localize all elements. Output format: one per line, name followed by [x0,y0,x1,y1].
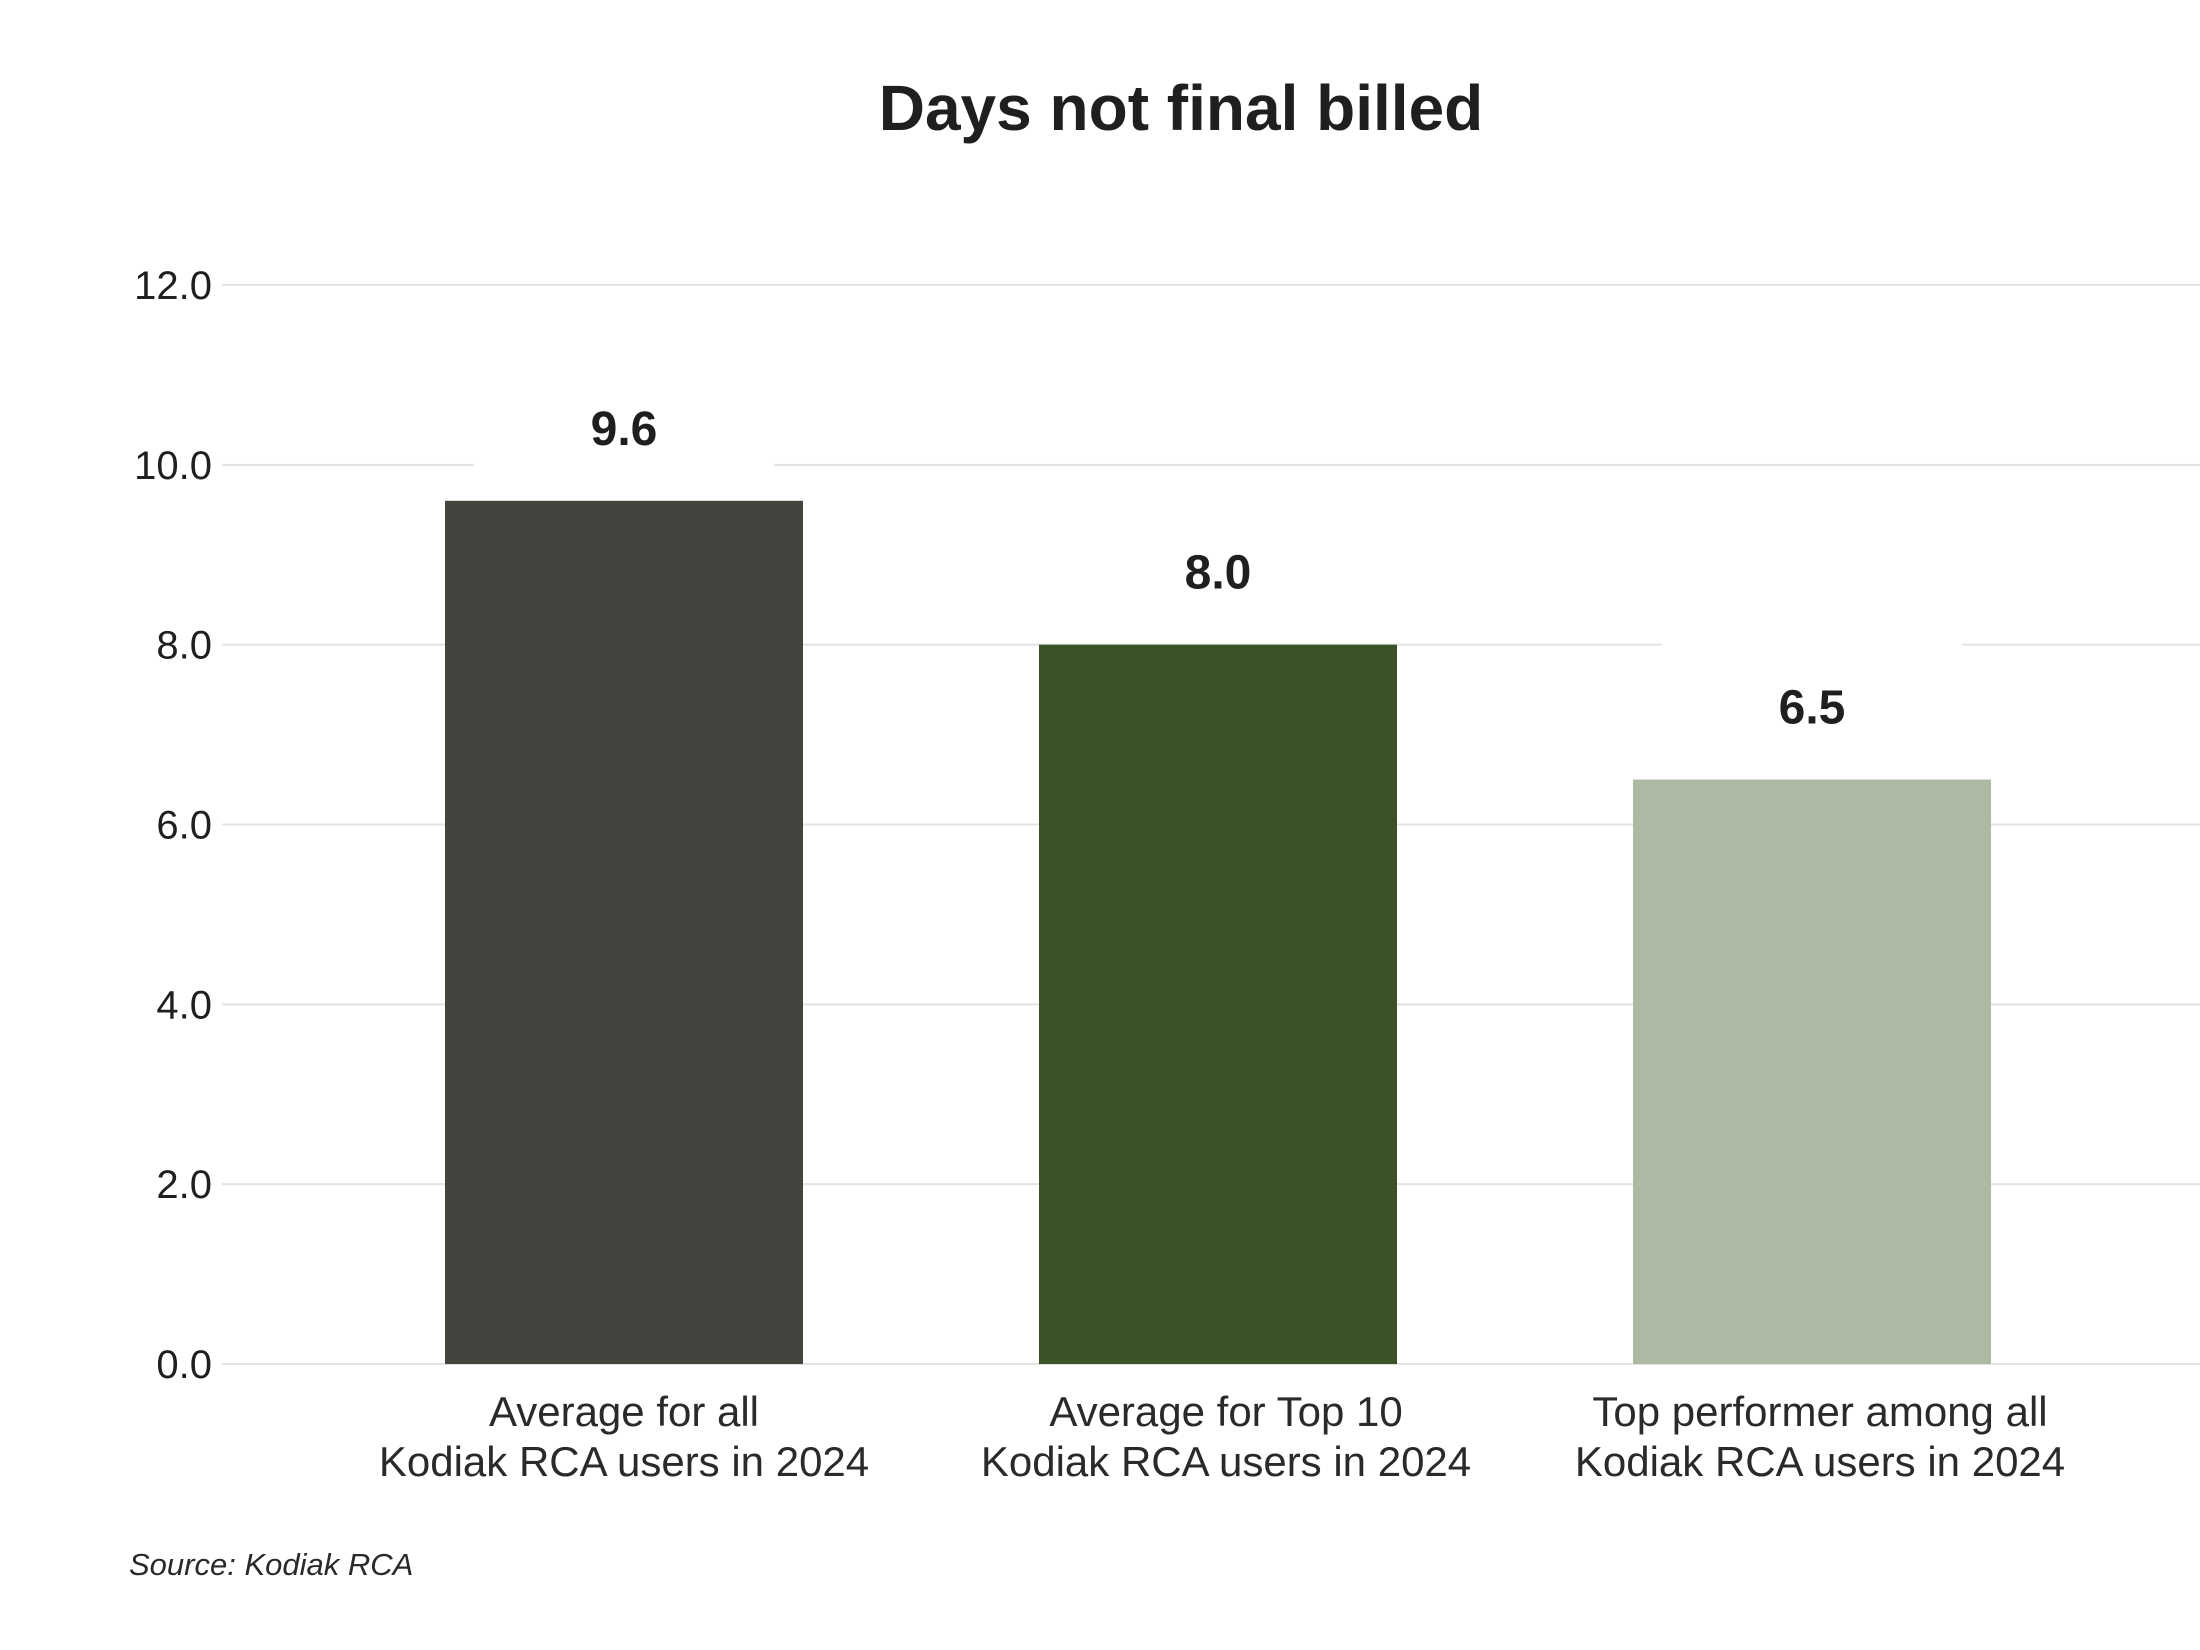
value-label: 9.6 [591,403,658,456]
value-label-background [1662,639,1962,760]
x-category-label: Average for Top 10 [1049,1388,1402,1435]
y-tick-label: 8.0 [156,624,212,668]
x-category-label: Kodiak RCA users in 2024 [1575,1438,2065,1485]
source-note: Source: Kodiak RCA [129,1547,413,1582]
y-tick-label: 4.0 [156,983,212,1027]
bar [1039,644,1397,1364]
value-label: 8.0 [1185,547,1252,600]
y-tick-label: 0.0 [156,1343,212,1387]
value-label-background [1068,504,1368,625]
x-category-label: Average for all [489,1388,759,1435]
y-tick-label: 2.0 [156,1163,212,1207]
y-tick-label: 6.0 [156,804,212,848]
value-label-background [474,360,774,481]
y-tick-label: 12.0 [134,264,212,308]
x-category-label: Top performer among all [1592,1388,2047,1435]
bar [1633,779,1991,1364]
x-category-label: Kodiak RCA users in 2024 [981,1438,1471,1485]
x-category-label: Kodiak RCA users in 2024 [379,1438,869,1485]
y-tick-label: 10.0 [134,444,212,488]
value-label: 6.5 [1779,682,1846,735]
chart-title: Days not final billed [879,72,1484,144]
bar [445,500,803,1364]
y-axis-ticks: 0.0 2.0 4.0 6.0 8.0 10.0 12.0 [134,264,212,1387]
